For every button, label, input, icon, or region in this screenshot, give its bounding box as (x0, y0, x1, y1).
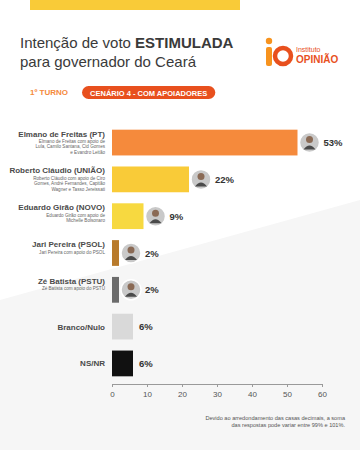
tick-mark (182, 384, 183, 387)
candidate-photo (150, 219, 162, 223)
bars (112, 130, 298, 377)
data-label: 53% (324, 137, 344, 148)
category-label: Roberto Cláudio (UNIÃO) (9, 166, 105, 175)
category-note: Eduardo Girão com apoio deMichelle Bolso… (46, 213, 105, 223)
category-label: Elmano de Freitas (PT) (18, 130, 105, 139)
data-label: 2% (145, 284, 159, 295)
candidate-photo (128, 247, 135, 254)
category-labels: Elmano de Freitas (PT)Elmano de Freitas … (9, 130, 105, 369)
category-note: Jari Pereira com apoio do PSOL (39, 250, 105, 255)
data-label: 9% (170, 211, 184, 222)
data-label: 2% (145, 248, 159, 259)
bar (112, 240, 119, 266)
tick-label: 60 (318, 390, 327, 399)
data-label: 6% (139, 358, 153, 369)
tick-label: 0 (110, 390, 115, 399)
logo-icon (275, 48, 291, 64)
candidate-photo (300, 133, 320, 153)
candidate-photo (195, 182, 207, 186)
tick: 40 (248, 384, 257, 399)
bar (112, 203, 144, 229)
data-label: 6% (139, 321, 153, 332)
category-label: Zé Batista (PSTU) (38, 277, 105, 286)
tick-label: 20 (178, 390, 187, 399)
logo-text: Instituto (296, 46, 321, 53)
logo-icon (266, 47, 272, 66)
candidate-photo (198, 173, 205, 180)
candidate-photo (304, 146, 316, 150)
category-label: Eduardo Girão (NOVO) (18, 203, 105, 212)
scenario-label: CENÁRIO 4 - COM APOIADORES (90, 89, 207, 98)
footnote: Devido ao arredondamento das casas decim… (205, 415, 345, 428)
logo-icon (266, 38, 272, 44)
background (0, 0, 360, 450)
tick-label: 50 (283, 390, 292, 399)
candidate-photo (306, 136, 313, 143)
tick: 30 (213, 384, 222, 399)
candidate-photo (121, 280, 141, 300)
tick-label: 10 (143, 390, 152, 399)
tick-mark (112, 384, 113, 387)
top-banner (30, 0, 240, 10)
logo-text: OPINIÃO (296, 53, 338, 65)
category-note: Elmano de Freitas com apoio deLula, Cami… (36, 139, 106, 155)
category-label: Branco/Nulo (57, 323, 105, 332)
bar (112, 130, 298, 156)
candidate-photo (152, 210, 159, 217)
candidate-photo (146, 206, 166, 226)
candidate-photo (121, 243, 141, 263)
tick: 0 (110, 384, 115, 399)
candidate-photo (191, 169, 211, 189)
tick: 10 (143, 384, 152, 399)
tick: 50 (283, 384, 292, 399)
tick: 60 (318, 384, 327, 399)
labels: 53% 22% 9% 2% 2% 6% 6% (121, 133, 343, 369)
candidate-photo (125, 293, 137, 297)
data-label: 22% (215, 174, 235, 185)
round-label: 1º TURNO (30, 88, 68, 97)
tick-mark (252, 384, 253, 387)
tick-label: 30 (213, 390, 222, 399)
category-note: Roberto Cláudio com apoio de CiroGomes, … (33, 176, 105, 192)
title: para governador do Ceará (20, 53, 197, 70)
tick-label: 40 (248, 390, 257, 399)
candidate-photo (128, 283, 135, 290)
tick-mark (147, 384, 148, 387)
chart: Intenção de voto ESTIMULADA para governad… (0, 0, 360, 450)
tick-mark (217, 384, 218, 387)
tick-mark (322, 384, 323, 387)
title: Intenção de voto ESTIMULADA (20, 34, 234, 51)
scenario-pill (82, 86, 215, 99)
background-shape (0, 200, 360, 450)
category-label: Jari Pereira (PSOL) (32, 240, 105, 249)
bar (112, 314, 133, 340)
tick-mark (287, 384, 288, 387)
category-label: NS/NR (80, 359, 105, 368)
x-axis: 0 10 20 30 40 50 60 (110, 384, 327, 399)
axis-line (113, 385, 323, 388)
bar (112, 166, 189, 192)
bar (112, 351, 133, 377)
bar (112, 277, 119, 303)
candidate-photo (125, 256, 137, 260)
category-note: Zé Batista com apoio do PSTU (42, 286, 105, 291)
tick: 20 (178, 384, 187, 399)
